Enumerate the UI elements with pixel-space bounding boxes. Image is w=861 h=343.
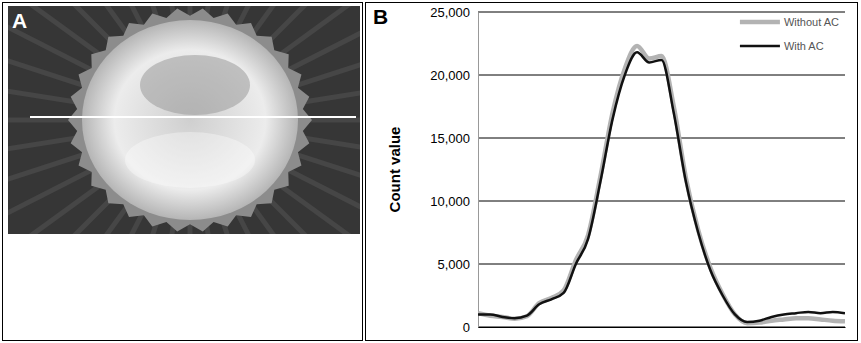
scan-blob — [82, 20, 298, 220]
scan-inner-low — [125, 132, 255, 188]
y-tick: 25,000 — [430, 5, 478, 20]
grid-line — [478, 327, 845, 328]
plot-lines — [478, 46, 845, 323]
legend: Without AC With AC — [738, 15, 841, 53]
legend-swatch — [740, 45, 780, 48]
grid-line — [478, 75, 845, 76]
legend-item: With AC — [740, 40, 824, 52]
legend-background — [738, 15, 841, 53]
y-tick: 15,000 — [430, 131, 478, 146]
scan-halo — [68, 9, 312, 232]
y-tick: 5,000 — [437, 257, 478, 272]
y-axis-title: Count value — [386, 127, 403, 213]
profile-line — [30, 116, 356, 118]
panel-a-image — [8, 6, 360, 234]
y-tick-label: 5,000 — [437, 257, 470, 272]
x-axis — [479, 327, 846, 328]
grid-line — [478, 201, 845, 202]
y-tick-label: 15,000 — [430, 131, 470, 146]
x-axis-line — [479, 327, 846, 328]
legend-label: With AC — [784, 40, 824, 52]
grid — [478, 12, 845, 327]
legend-label: Without AC — [784, 16, 839, 28]
y-axis-line — [478, 13, 479, 328]
y-tick: 10,000 — [430, 194, 478, 209]
panel-label: A — [12, 9, 27, 32]
scan-inner — [140, 55, 250, 115]
series-line — [478, 46, 845, 323]
legend-item: Without AC — [740, 16, 839, 28]
series-line — [478, 52, 845, 322]
y-tick-label: 10,000 — [430, 194, 470, 209]
y-tick: 0 — [463, 320, 478, 335]
panel-label: B — [373, 5, 388, 28]
y-tick-label: 0 — [463, 320, 470, 335]
panel-b-frame — [366, 3, 858, 341]
grid-line — [478, 264, 845, 265]
y-tick-label: 25,000 — [430, 5, 470, 20]
y-axis: 0 5,000 10,000 15,000 20,000 25,000 — [430, 5, 478, 335]
y-tick-label: 20,000 — [430, 68, 470, 83]
y-tick: 20,000 — [430, 68, 478, 83]
legend-swatch — [740, 20, 780, 25]
figure: A B 0 5,000 10,000 15,000 20,000 25,000 Count va… — [0, 0, 861, 343]
grid-line — [478, 138, 845, 139]
grid-line — [478, 12, 845, 13]
